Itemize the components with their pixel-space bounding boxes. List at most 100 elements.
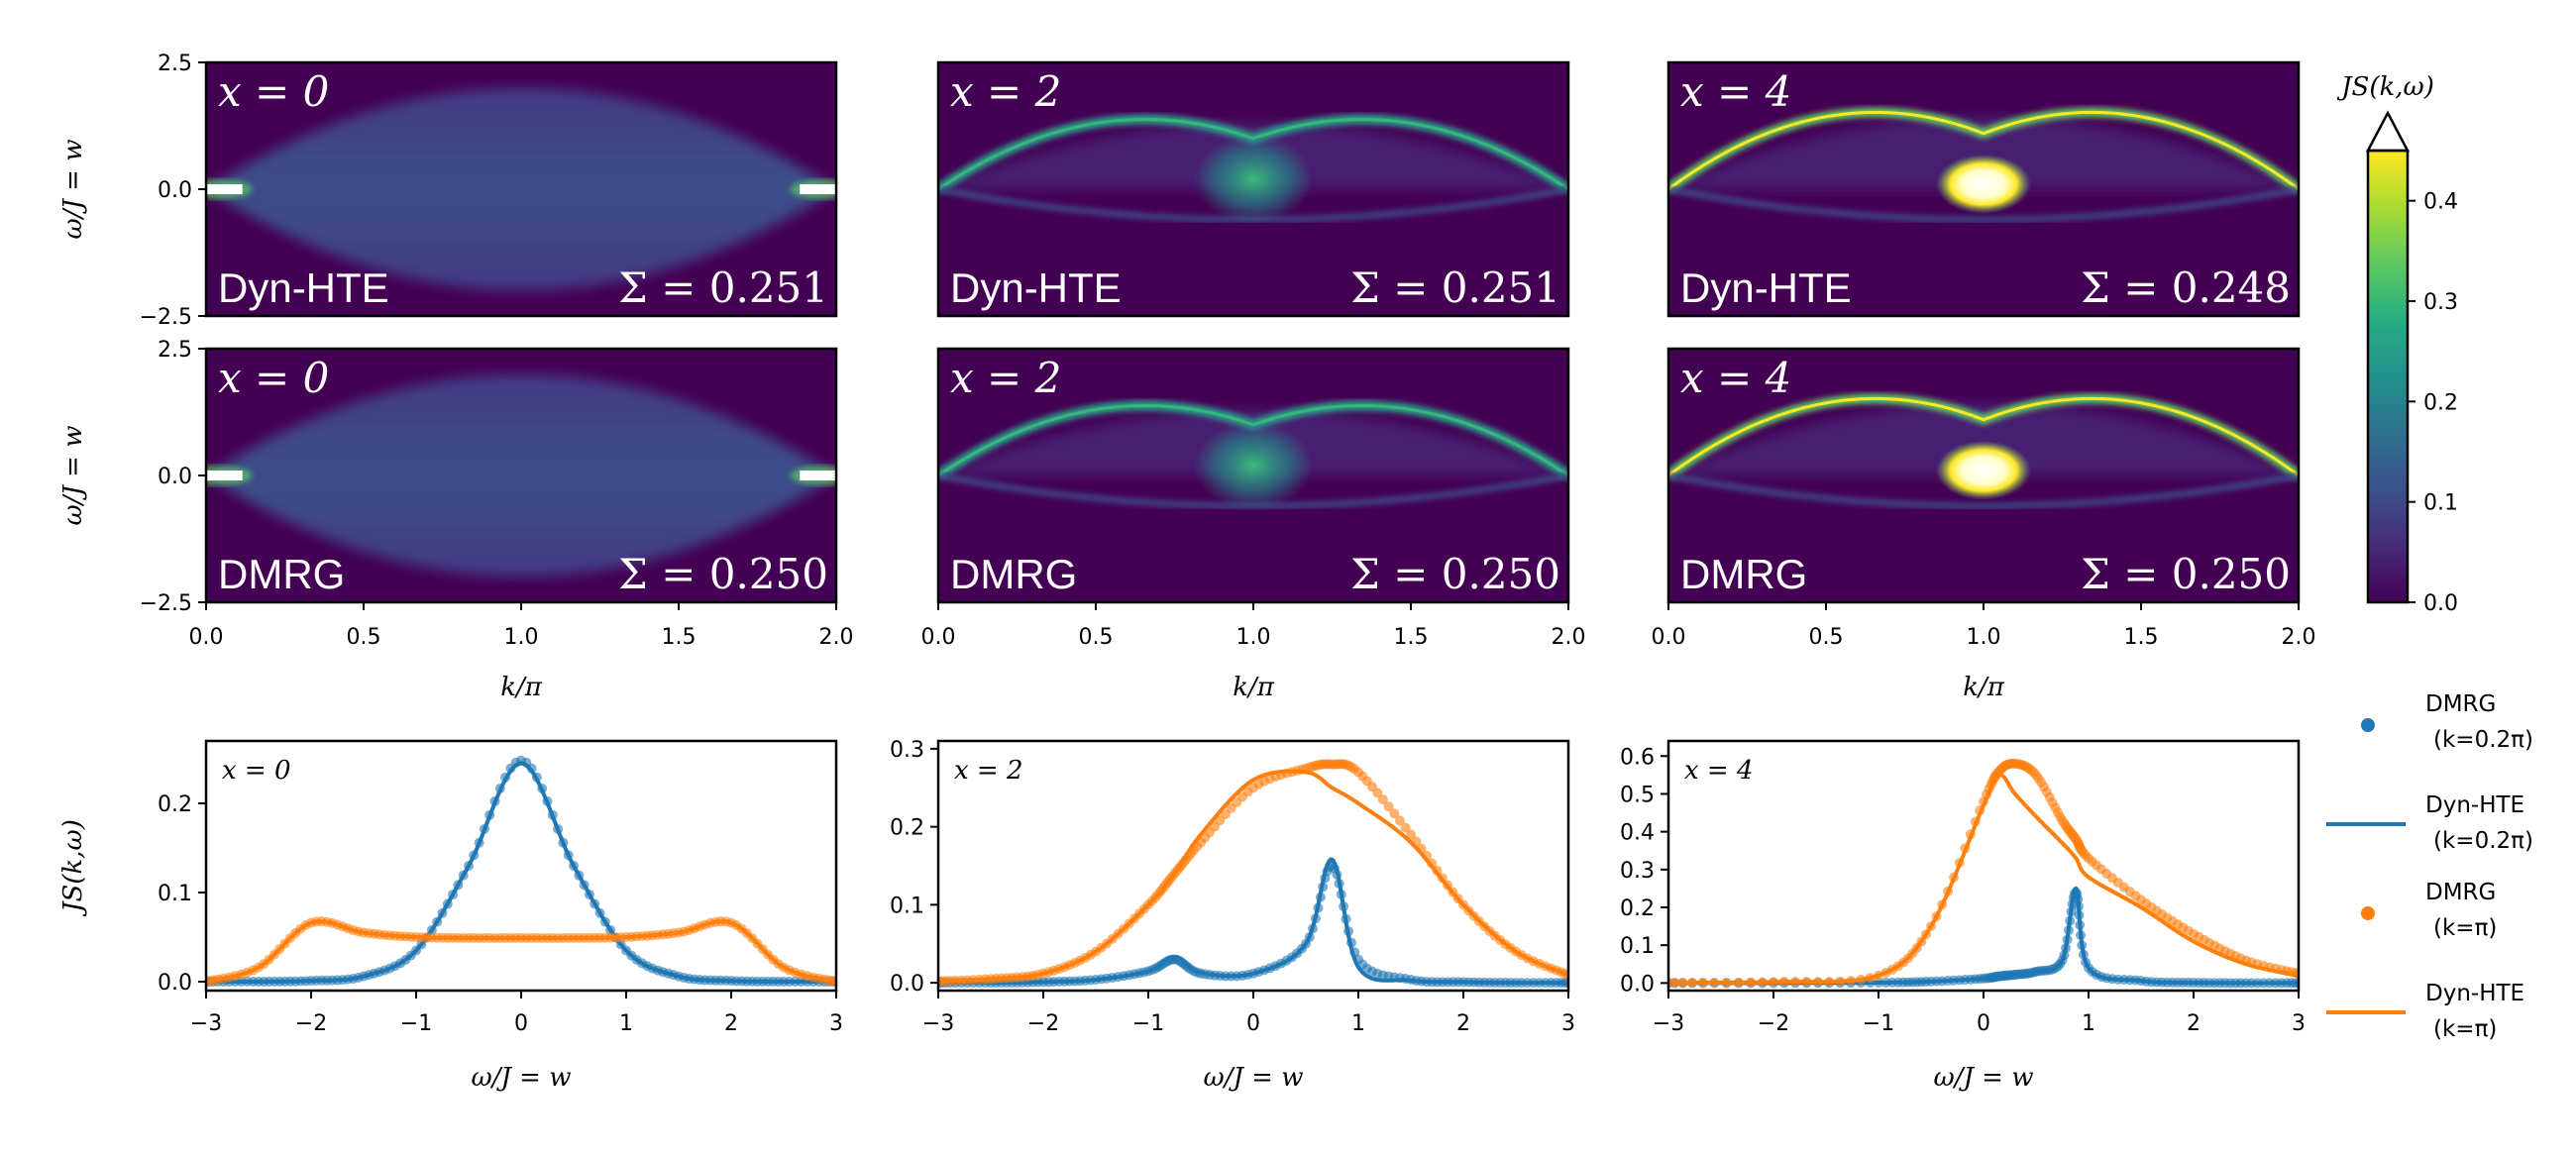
legend-entry: DMRG (k=0.2π): [2361, 691, 2533, 753]
y-tick-label: 0.2: [1620, 896, 1655, 921]
edge-hotspot: [800, 471, 836, 480]
y-tick-label: 0.1: [890, 894, 924, 918]
edge-hotspot: [800, 184, 836, 194]
x-tick-label: 2: [724, 1011, 738, 1036]
x-tick-label: 1.0: [1236, 625, 1271, 650]
panel-x-label: x = 0: [222, 756, 291, 786]
x-tick-label: 0.0: [189, 625, 224, 650]
dmrg-series: [1668, 758, 2299, 989]
heatmap-middle-right: x = 4 DMRG Σ = 0.250 0.0 0.5 1.0 1.5 2.0 k/π: [1652, 347, 2316, 702]
data-point: [1394, 815, 1405, 826]
sigma-label: Σ = 0.250: [2081, 550, 2291, 598]
y-axis-label: ω/J = w: [58, 426, 88, 526]
data-point: [1389, 808, 1400, 819]
method-label: Dyn-HTE: [218, 264, 389, 311]
x-tick-label: 1.5: [2124, 625, 2159, 650]
y-tick-label: −2.5: [140, 591, 192, 616]
legend-label-sub: (k=π): [2433, 1016, 2497, 1042]
colorbar-tick-label: 0.2: [2423, 390, 2458, 415]
legend-marker-dot: [2361, 906, 2375, 920]
heatmap-top-middle: x = 2 Dyn-HTE Σ = 0.251: [936, 60, 1570, 318]
x-tick-label: 1: [2082, 1011, 2095, 1036]
heatmap-top-left: x = 0 Dyn-HTE Σ = 0.251 2.5 0.0 −2.5 ω/J = w: [58, 52, 838, 330]
dyn-hte-line: [1668, 773, 2299, 985]
data-point: [1383, 801, 1394, 812]
edge-hotspot: [206, 471, 243, 480]
x-axis-label: k/π: [1233, 673, 1275, 702]
y-tick-label: 0.1: [158, 882, 192, 906]
legend-label-sub: (k=0.2π): [2433, 727, 2533, 753]
x-tick-label: 0: [514, 1011, 528, 1036]
y-tick-label: 0.1: [1620, 934, 1655, 959]
dmrg-series: [206, 755, 836, 987]
colorbar-tick-label: 0.0: [2423, 591, 2458, 616]
x-tick-label: 2.0: [1552, 625, 1586, 650]
data-point: [1372, 788, 1383, 798]
colorbar: 0.0 0.1 0.2 0.3 0.4 JS(k,ω): [2336, 72, 2458, 616]
x-tick-label: 2: [2187, 1011, 2200, 1036]
y-tick-label: 0.3: [890, 738, 924, 763]
y-tick-label: 0.0: [1620, 972, 1655, 997]
x-tick-label: 1.5: [662, 625, 697, 650]
x-tick-label: 3: [829, 1011, 843, 1036]
lower-arc: [1668, 473, 2299, 509]
x-tick-label: 1.0: [1967, 625, 2001, 650]
axes-frame: [204, 739, 838, 993]
y-tick-label: 0.0: [158, 178, 192, 203]
dyn-hte-line: [206, 919, 836, 984]
x-tick-label: −3: [1653, 1011, 1684, 1036]
colorbar-label: JS(k,ω): [2336, 72, 2434, 102]
x-tick-label: −2: [295, 1011, 327, 1036]
method-label: Dyn-HTE: [950, 264, 1122, 311]
legend-entry: Dyn-HTE (k=π): [2326, 981, 2524, 1042]
y-tick-label: 0.2: [890, 816, 924, 841]
x-tick-label: 2.0: [2282, 625, 2316, 650]
legend-entry: DMRG (k=π): [2361, 880, 2497, 941]
x-tick-label: −2: [1758, 1011, 1789, 1036]
legend-label: DMRG: [2425, 691, 2496, 717]
line-panel-bottom-left: x = 0 0.0 0.1 0.2 −3 −2 −1 0 1 2 3 ω/J = w JS(k,ω): [58, 739, 843, 1093]
x-tick-label: 0.5: [347, 625, 381, 650]
heatmap-top-right: x = 4 Dyn-HTE Σ = 0.248: [1666, 60, 2301, 318]
legend-label: Dyn-HTE: [2425, 792, 2524, 818]
x-tick-label: 1.5: [1394, 625, 1429, 650]
heatmap-panels: x = 0 Dyn-HTE Σ = 0.251 2.5 0.0 −2.5 ω/J = w x …: [58, 52, 2316, 702]
sigma-label: Σ = 0.250: [1350, 550, 1560, 598]
x-tick-label: −1: [1132, 1011, 1164, 1036]
y-tick-label: 0.2: [158, 792, 192, 817]
x-tick-label: 0.5: [1079, 625, 1114, 650]
legend-label: Dyn-HTE: [2425, 981, 2524, 1006]
dmrg-series: [938, 759, 1568, 987]
colorbar-gradient: [2368, 151, 2408, 602]
sigma-label: Σ = 0.248: [2081, 263, 2291, 312]
x-axis-label: k/π: [500, 673, 543, 702]
panel-x-label: x = 0: [218, 67, 329, 116]
y-tick-label: 2.5: [158, 52, 192, 76]
y-tick-label: 0.4: [1620, 821, 1655, 846]
y-tick-label: 0.0: [890, 972, 924, 997]
dispersion-arc-core: [1668, 110, 2299, 191]
heatmap-middle-middle: x = 2 DMRG Σ = 0.250 0.0 0.5 1.0 1.5 2.0 k/π: [921, 347, 1586, 702]
x-tick-label: 0.0: [921, 625, 956, 650]
colorbar-tick-label: 0.3: [2423, 290, 2458, 315]
sigma-label: Σ = 0.251: [618, 263, 828, 312]
y-tick-label: 0.6: [1620, 745, 1655, 770]
sigma-label: Σ = 0.251: [1350, 263, 1560, 312]
x-tick-label: −2: [1027, 1011, 1059, 1036]
x-tick-label: 2.0: [819, 625, 854, 650]
x-tick-label: −1: [400, 1011, 432, 1036]
data-point: [1377, 794, 1388, 805]
panel-x-label: x = 2: [950, 354, 1061, 402]
sigma-label: Σ = 0.250: [618, 550, 828, 598]
axes-frame: [1666, 739, 2301, 993]
dyn-hte-line: [206, 761, 836, 984]
x-axis-label: k/π: [1963, 673, 2005, 702]
heatmap-middle-left: x = 0 DMRG Σ = 0.250 2.5 0.0 −2.5 ω/J = w 0.0 0.…: [58, 338, 854, 702]
x-tick-label: 0: [1246, 1011, 1260, 1036]
x-axis-label: ω/J = w: [1204, 1063, 1304, 1093]
colorbar-extend-max: [2365, 110, 2411, 153]
x-tick-label: 0.0: [1652, 625, 1686, 650]
legend-label: DMRG: [2425, 880, 2496, 905]
edge-hotspot: [206, 184, 243, 194]
